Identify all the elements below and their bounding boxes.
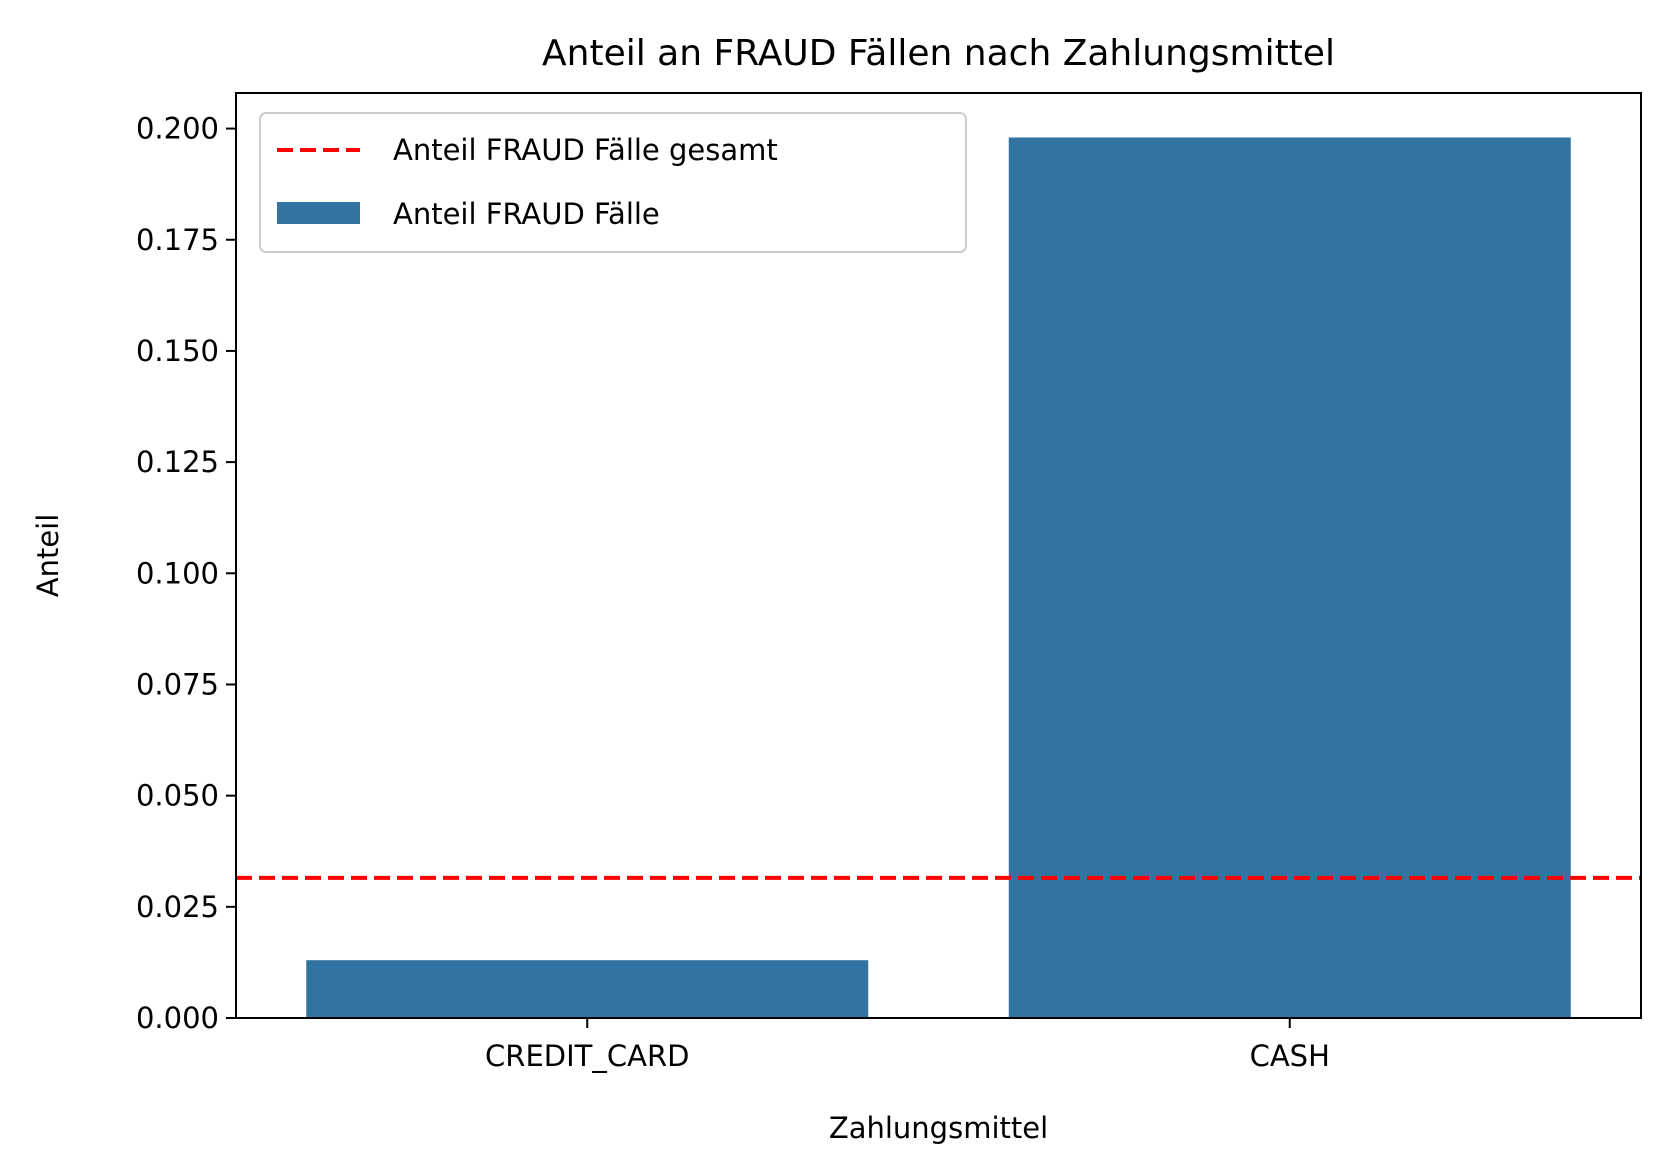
legend-label-bars: Anteil FRAUD Fälle	[393, 197, 660, 231]
x-axis-ticks: CREDIT_CARD CASH	[485, 1018, 1330, 1073]
bar-cash	[1008, 137, 1571, 1018]
chart-title: Anteil an FRAUD Fällen nach Zahlungsmitt…	[542, 33, 1335, 74]
y-tick-label: 0.050	[136, 779, 219, 813]
y-tick-label: 0.125	[136, 445, 219, 479]
y-tick-label: 0.200	[136, 112, 219, 146]
y-tick-label: 0.000	[136, 1001, 219, 1035]
y-axis-ticks: 0.000 0.025 0.050 0.075 0.100 0.125 0.150 0.175…	[136, 112, 236, 1035]
plot-area-frame	[235, 92, 1642, 1019]
y-tick-label: 0.175	[136, 223, 219, 257]
legend-bar-swatch	[277, 202, 360, 224]
bars	[306, 137, 1571, 1018]
y-tick-label: 0.075	[136, 667, 219, 701]
bar-credit-card	[306, 960, 869, 1018]
x-tick-label: CASH	[1250, 1039, 1330, 1073]
y-tick-label: 0.025	[136, 890, 219, 924]
legend: Anteil FRAUD Fälle gesamt Anteil FRAUD F…	[259, 112, 967, 253]
legend-label-overall: Anteil FRAUD Fälle gesamt	[393, 133, 778, 167]
y-tick-label: 0.150	[136, 334, 219, 368]
y-tick-label: 0.100	[136, 556, 219, 590]
legend-box	[259, 112, 967, 253]
x-tick-label: CREDIT_CARD	[485, 1039, 689, 1073]
y-axis-label: Anteil	[31, 514, 65, 598]
x-axis-label: Zahlungsmittel	[829, 1111, 1048, 1145]
